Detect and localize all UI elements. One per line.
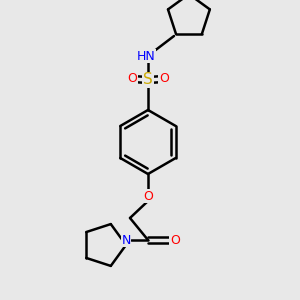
Text: O: O xyxy=(170,233,180,247)
Text: HN: HN xyxy=(136,50,155,62)
Text: O: O xyxy=(127,73,137,85)
Text: O: O xyxy=(143,190,153,202)
Text: N: N xyxy=(121,233,131,247)
Text: S: S xyxy=(143,73,153,88)
Text: O: O xyxy=(159,73,169,85)
